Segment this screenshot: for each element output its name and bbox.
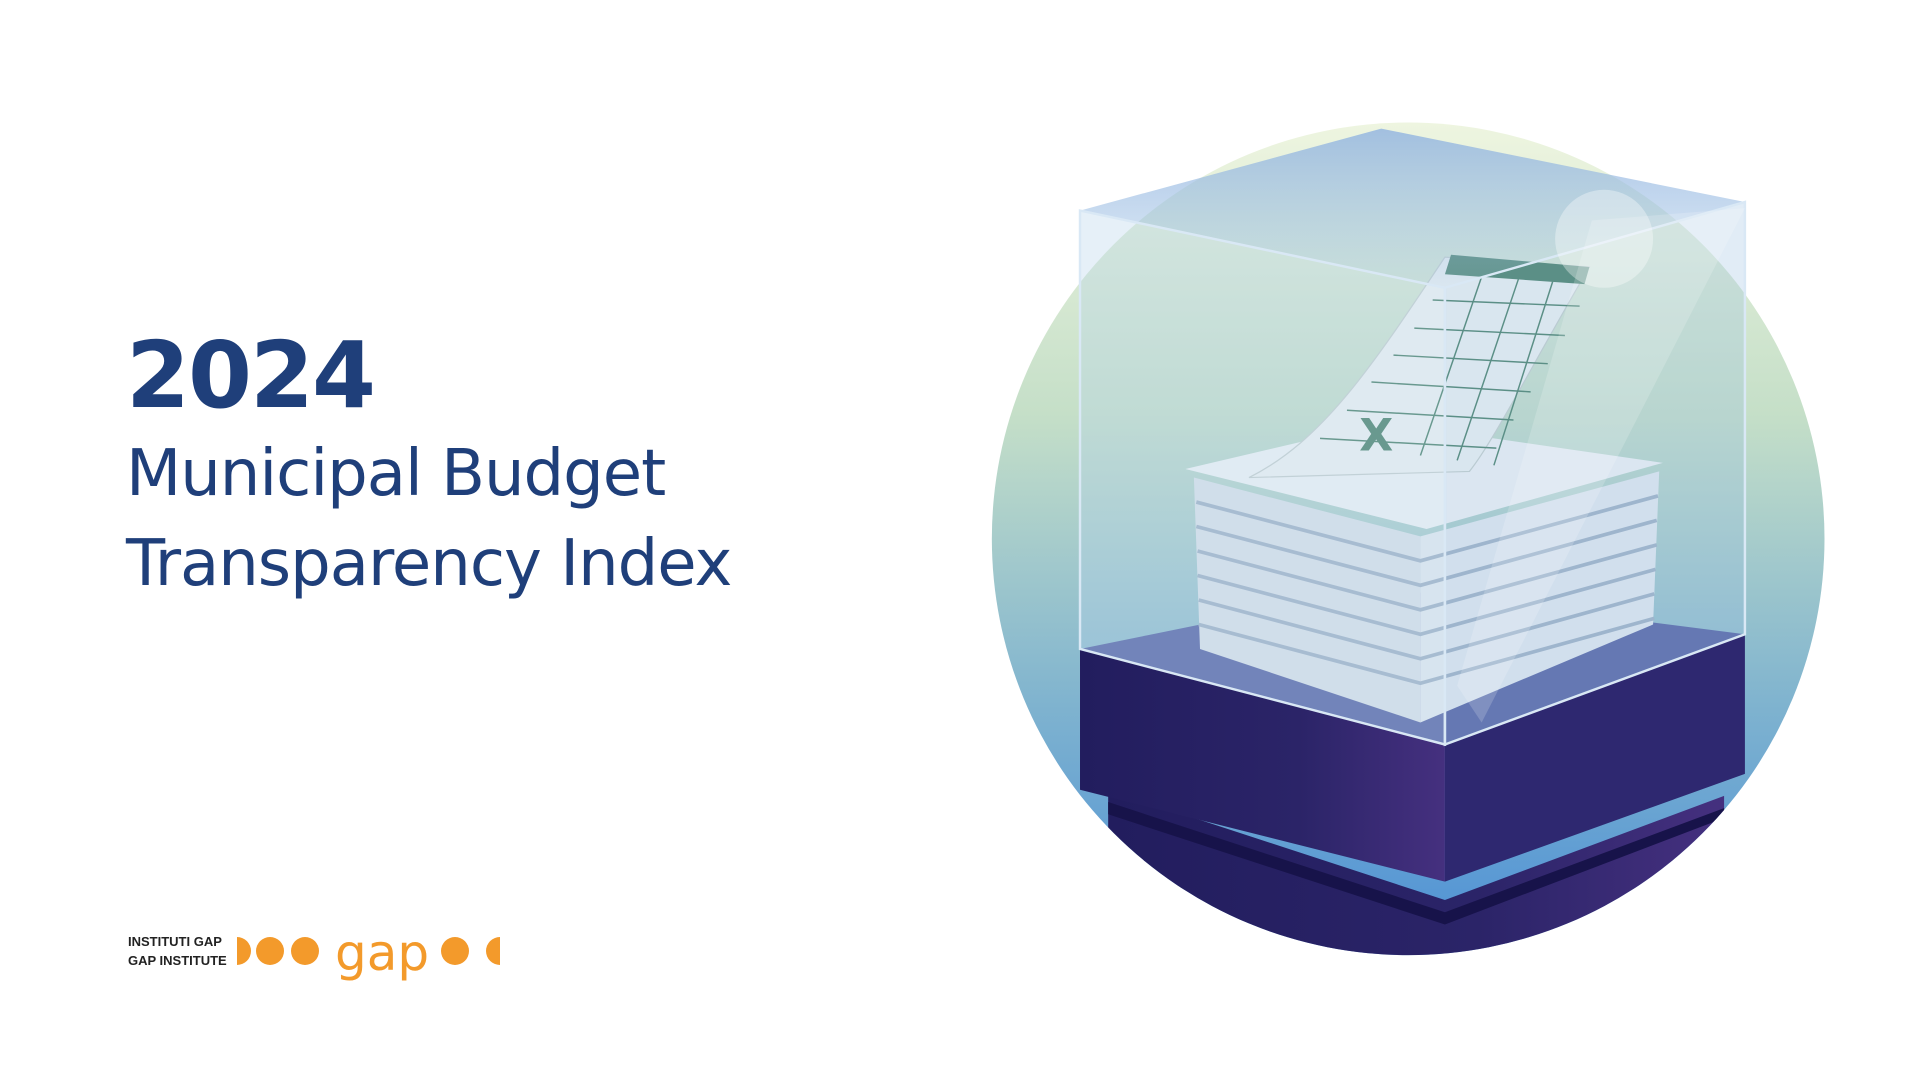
year: 2024 bbox=[126, 322, 376, 429]
excel-mark: X bbox=[1359, 411, 1393, 462]
logo-line: INSTITUTI GAP bbox=[128, 934, 222, 949]
title-line: Municipal Budget bbox=[126, 437, 666, 511]
glass-cube bbox=[1078, 128, 1747, 747]
illustration: X bbox=[991, 122, 1825, 956]
paper-stack bbox=[1185, 422, 1663, 723]
logo-wordmark: gap bbox=[335, 924, 429, 982]
logo-mark bbox=[237, 937, 500, 965]
logo-line: GAP INSTITUTE bbox=[128, 953, 227, 968]
title-line: Transparency Index bbox=[126, 527, 732, 601]
